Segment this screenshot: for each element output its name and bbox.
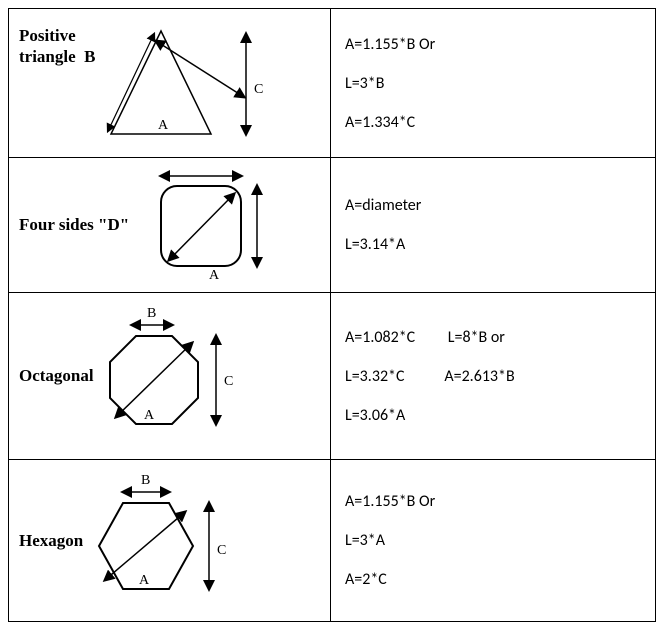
- svg-text:C: C: [217, 543, 226, 558]
- formula-text: A=1.334*C: [345, 113, 641, 132]
- formula-table: Positive triangle B A C A=1.155*B Or: [8, 8, 656, 622]
- formula-text: A=diameter: [345, 196, 641, 215]
- svg-text:B: B: [147, 306, 156, 321]
- shape-cell: Positive triangle B A C: [9, 9, 331, 157]
- formula-cell: A=1.155*B Or L=3*A A=2*C: [331, 460, 655, 621]
- formula-text: L=3.32*C A=2.613*B: [345, 367, 641, 386]
- formula-text: A=1.155*B Or: [345, 492, 641, 511]
- table-row: Positive triangle B A C A=1.155*B Or: [9, 9, 655, 158]
- svg-text:A: A: [144, 408, 155, 423]
- shape-label: Hexagon: [19, 530, 83, 551]
- formula-text: A=1.082*C L=8*B or: [345, 328, 641, 347]
- table-row: Octagonal B A C A=1.082*C: [9, 293, 655, 460]
- shape-cell: Four sides "D" A: [9, 158, 331, 292]
- shape-label: Octagonal: [19, 365, 94, 386]
- hexagon-diagram: B A C: [83, 468, 273, 613]
- table-row: Hexagon B A C A=1.155*B Or L: [9, 460, 655, 621]
- table-row: Four sides "D" A A=diameter L=3.14*A: [9, 158, 655, 293]
- formula-text: L=3*A: [345, 531, 641, 550]
- rounded-square-diagram: A: [129, 166, 299, 284]
- formula-text: A=2*C: [345, 570, 641, 589]
- formula-text: L=3*B: [345, 74, 641, 93]
- shape-cell: Octagonal B A C: [9, 293, 331, 459]
- shape-cell: Hexagon B A C: [9, 460, 331, 621]
- svg-text:C: C: [254, 82, 263, 97]
- formula-cell: A=1.082*C L=8*B or L=3.32*C A=2.613*B L=…: [331, 293, 655, 459]
- formula-text: L=3.06*A: [345, 406, 641, 425]
- formula-text: A=1.155*B Or: [345, 35, 641, 54]
- svg-text:A: A: [158, 118, 169, 133]
- formula-cell: A=1.155*B Or L=3*B A=1.334*C: [331, 9, 655, 157]
- svg-text:C: C: [224, 374, 233, 389]
- triangle-diagram: A C: [96, 19, 296, 149]
- svg-text:A: A: [139, 573, 150, 588]
- formula-cell: A=diameter L=3.14*A: [331, 158, 655, 292]
- shape-label: Positive triangle B: [19, 25, 96, 68]
- svg-text:A: A: [209, 268, 220, 283]
- shape-label: Four sides "D": [19, 214, 129, 235]
- octagon-diagram: B A C: [94, 301, 284, 451]
- svg-text:B: B: [141, 473, 150, 488]
- formula-text: L=3.14*A: [345, 235, 641, 254]
